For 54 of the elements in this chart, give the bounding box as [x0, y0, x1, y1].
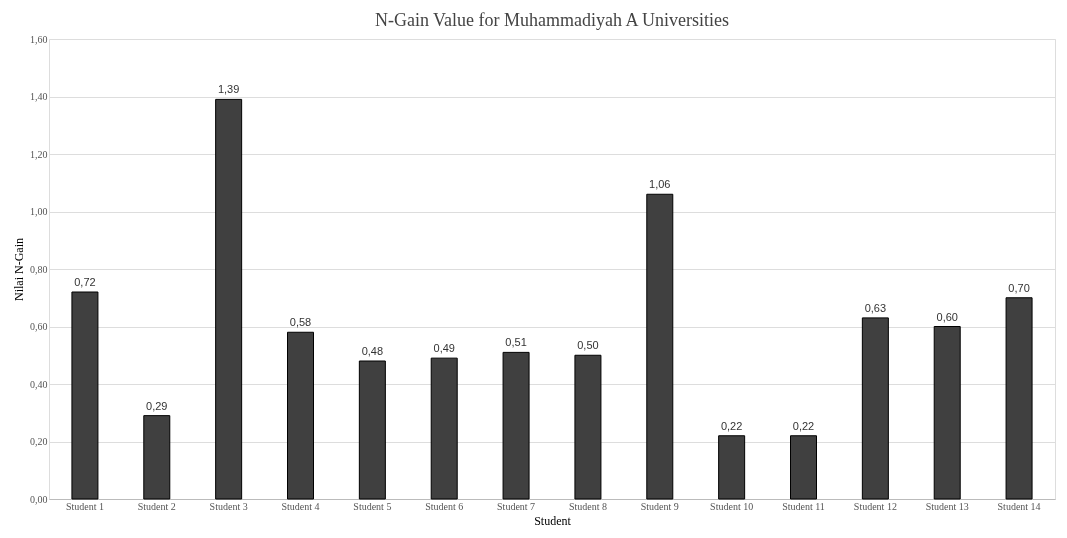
bar — [358, 360, 386, 500]
data-label: 0,51 — [505, 336, 527, 349]
x-tick-label: Student 9 — [640, 500, 679, 512]
x-tick-label: Student 14 — [997, 500, 1041, 512]
x-tick-label: Student 2 — [137, 500, 176, 512]
data-label: 0,63 — [864, 301, 887, 314]
data-label: 0,72 — [74, 276, 96, 288]
x-tick-label: Student 4 — [281, 500, 320, 512]
data-label: 1,06 — [649, 178, 671, 191]
data-label: 0,50 — [577, 339, 599, 352]
x-tick-label: Student 12 — [853, 500, 897, 512]
data-label: 1,39 — [217, 83, 240, 96]
data-label: 0,29 — [146, 399, 168, 412]
x-tick-label: Student 5 — [353, 500, 392, 512]
y-tick-label: 0,60 — [30, 321, 48, 332]
data-label: 0,70 — [1008, 281, 1030, 294]
y-tick-label: 1,40 — [30, 91, 48, 102]
x-tick-label: Student 7 — [497, 500, 536, 512]
bar — [718, 435, 746, 500]
data-label: 0,60 — [936, 310, 958, 323]
x-tick-label: Student 13 — [925, 500, 969, 512]
data-label: 0,48 — [361, 345, 384, 357]
y-tick-label: 0,00 — [30, 493, 48, 505]
y-tick-label: 0,20 — [30, 436, 48, 447]
bar — [933, 326, 961, 500]
x-tick-label: Student 10 — [710, 500, 754, 512]
bar — [1005, 297, 1033, 500]
bar — [502, 351, 530, 500]
bar — [215, 98, 243, 500]
x-tick-label: Student 11 — [782, 500, 825, 512]
y-tick-label: 0,80 — [30, 263, 48, 275]
bar — [143, 415, 171, 500]
bar — [71, 291, 99, 500]
chart-title: N-Gain Value for Muhammadiyah A Universities — [374, 10, 730, 30]
bar — [861, 317, 889, 500]
bar — [430, 357, 458, 500]
bar — [646, 193, 674, 500]
x-tick-label: Student 6 — [425, 500, 464, 512]
data-label: 0,22 — [720, 419, 743, 432]
bar — [574, 354, 602, 500]
y-axis-title: Nilai N-Gain — [12, 238, 26, 301]
y-tick-label: 0,40 — [30, 378, 48, 390]
bar — [287, 331, 314, 500]
y-tick-label: 1,20 — [30, 148, 48, 160]
data-label: 0,49 — [433, 342, 455, 355]
x-axis-title: Student — [534, 513, 572, 528]
bar — [790, 435, 817, 500]
y-tick-label: 1,00 — [30, 206, 48, 217]
y-tick-label: 1,60 — [30, 33, 48, 45]
data-label: 0,58 — [289, 316, 312, 329]
x-tick-label: Student 8 — [568, 500, 607, 512]
x-tick-label: Student 1 — [65, 500, 104, 512]
x-tick-label: Student 3 — [209, 500, 248, 512]
data-label: 0,22 — [792, 419, 815, 432]
